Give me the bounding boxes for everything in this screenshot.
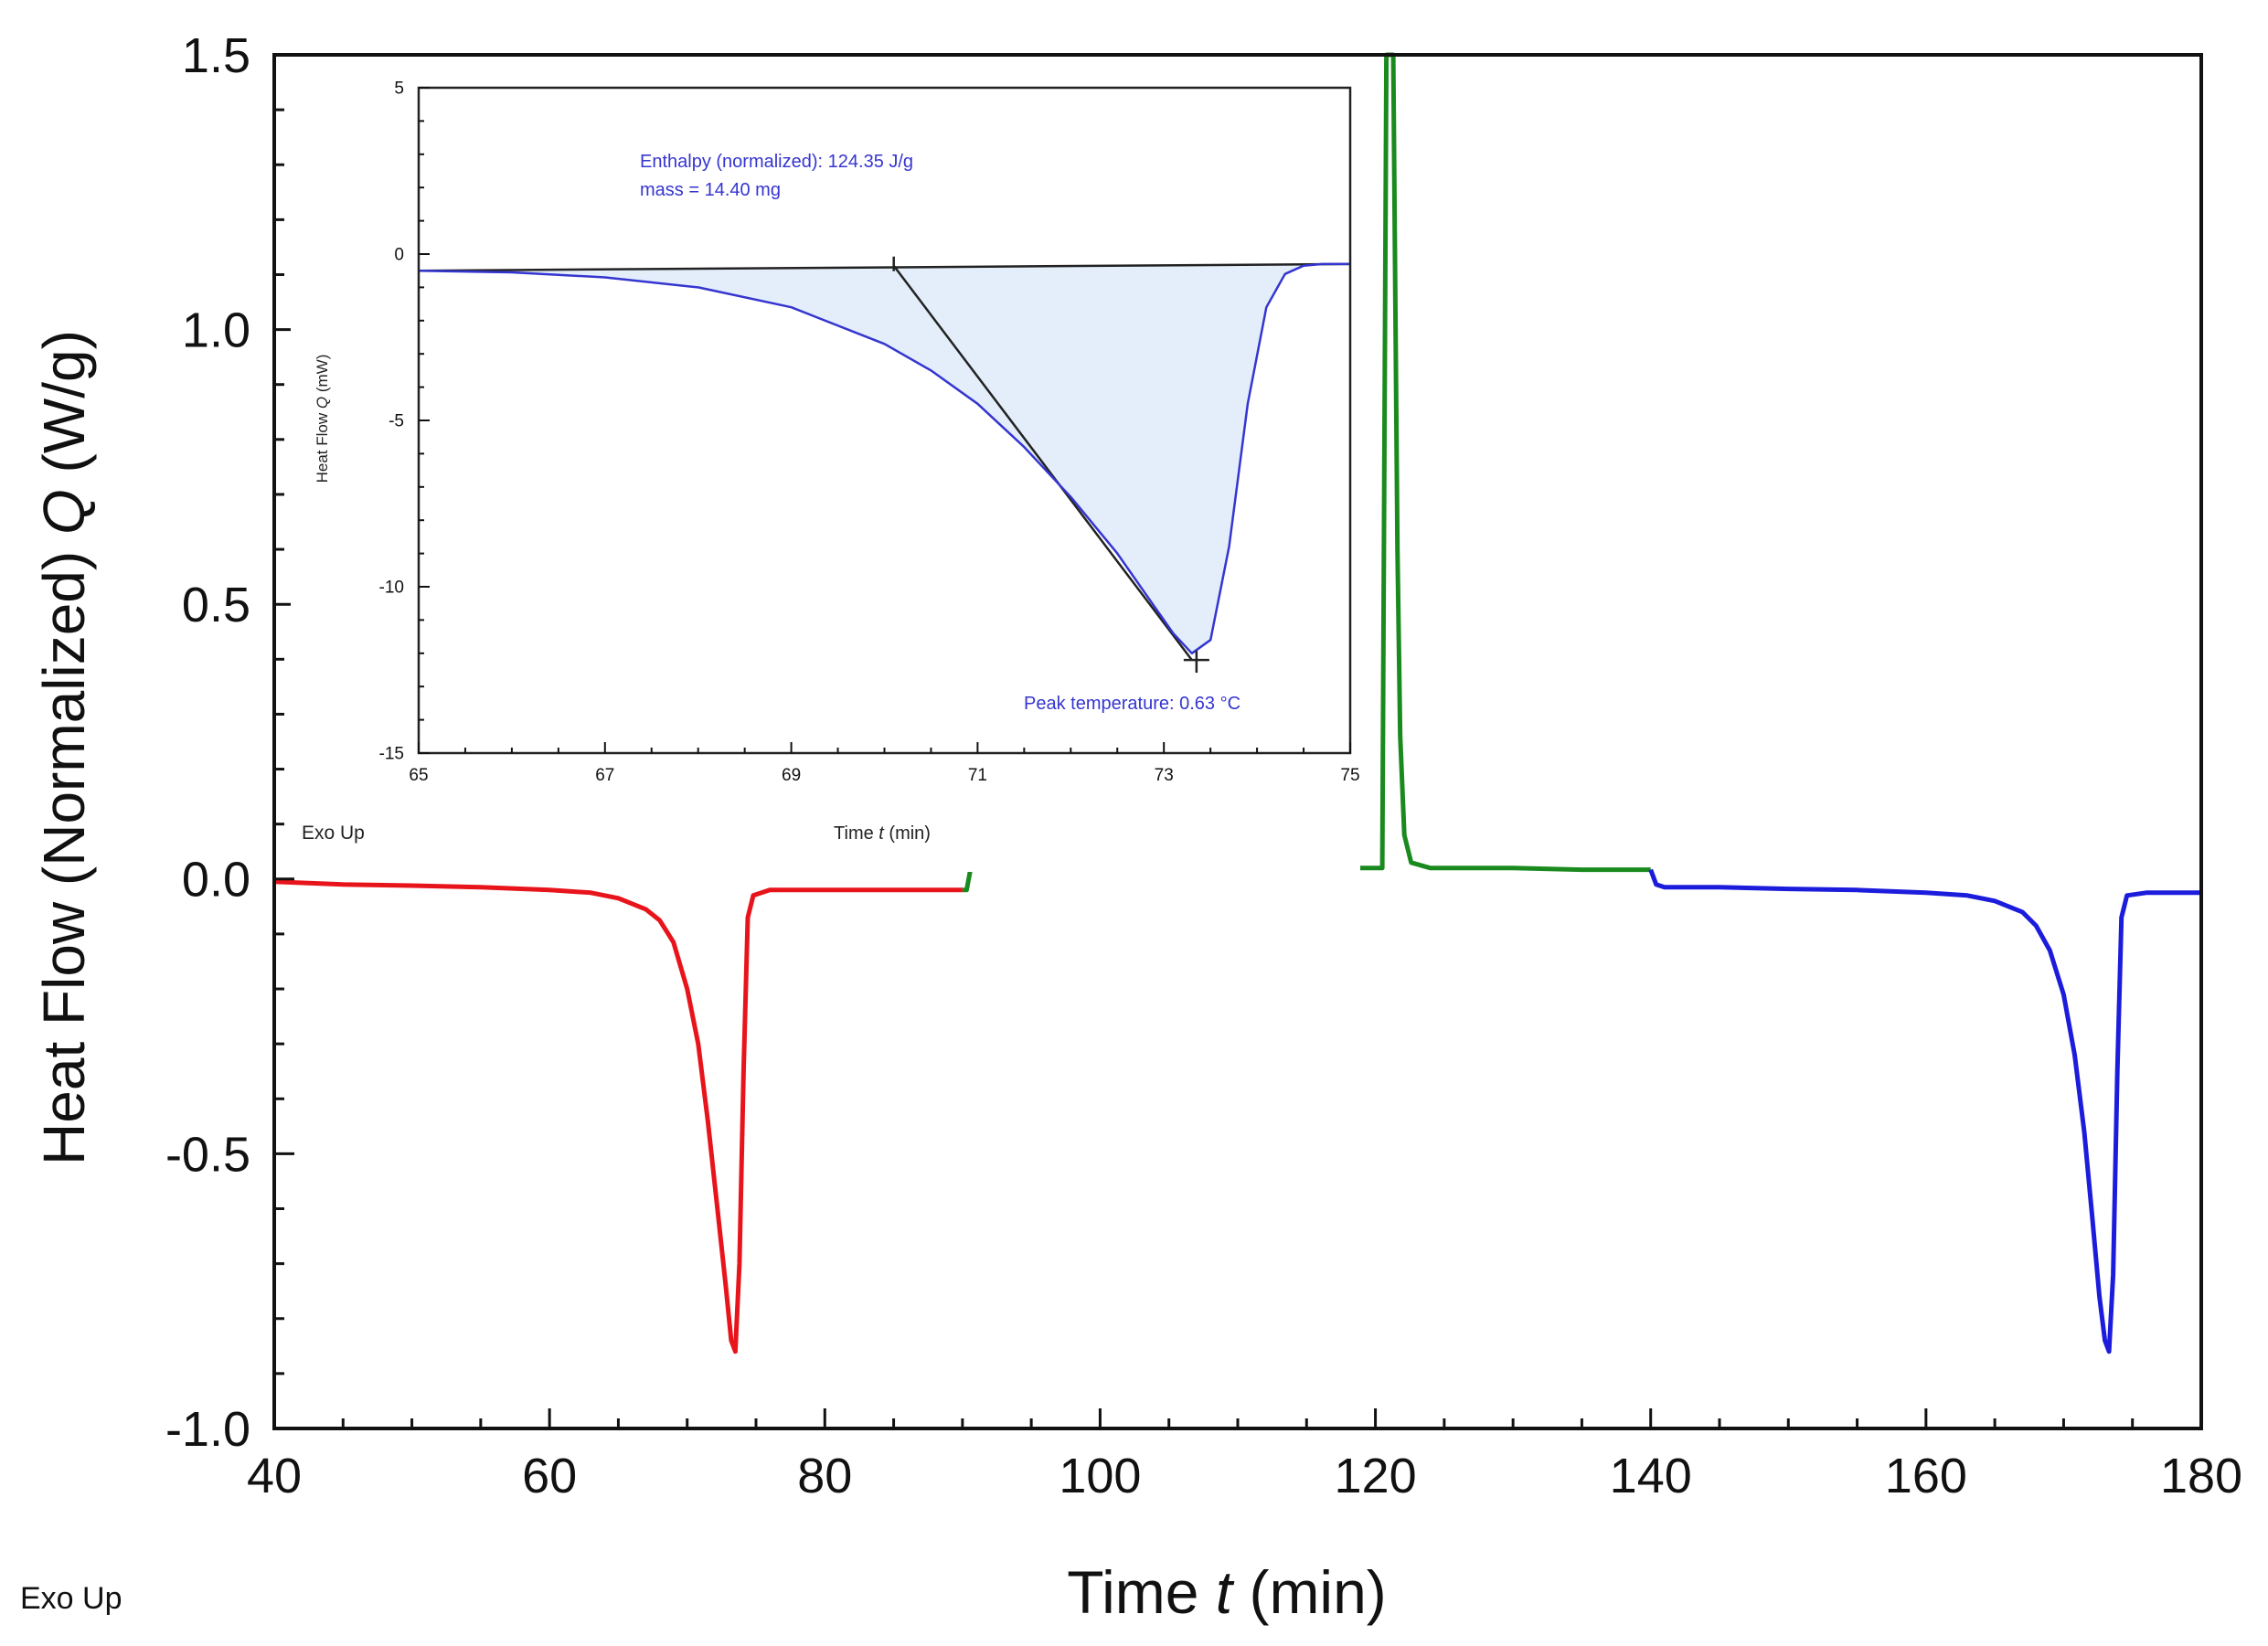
main-y-tick-label: -1.0 xyxy=(165,1402,250,1457)
main-x-axis-title: Time t (min) xyxy=(1067,1558,1387,1626)
main-y-tick-label: 1.5 xyxy=(182,28,250,83)
main-x-tick-label: 120 xyxy=(1335,1449,1417,1503)
main-x-tick-label: 180 xyxy=(2160,1449,2242,1503)
main-y-ticks: 1.5 1.0 0.5 0.0 -0.5 -1.0 xyxy=(165,28,294,1457)
inset-onset-tangent xyxy=(892,264,1193,661)
main-plot: 40 60 80 100 120 140 160 180 1.5 1.0 0.5 0.0 -0.5 -1… xyxy=(20,28,2242,1626)
inset-y-tick-label: 5 xyxy=(394,80,404,99)
inset-peak-marker xyxy=(892,256,1209,674)
inset-y-ticks: 5 0 -5 -10 -15 xyxy=(379,80,430,764)
main-x-tick-label: 80 xyxy=(797,1449,852,1503)
inset-x-tick-label: 71 xyxy=(968,766,987,785)
main-x-tick-label: 40 xyxy=(247,1449,302,1503)
inset-x-axis-title: Time t (min) xyxy=(834,823,931,844)
main-x-tick-label: 100 xyxy=(1059,1449,1141,1503)
inset-baseline xyxy=(418,262,1351,272)
inset-y-tick-label: -15 xyxy=(379,745,404,764)
inset-y-tick-label: -10 xyxy=(379,579,404,598)
main-y-tick-label: 0.5 xyxy=(182,578,250,632)
main-series-line-heating xyxy=(1648,868,2201,1354)
inset-x-tick-label: 69 xyxy=(782,766,801,785)
main-x-ticks: 40 60 80 100 120 140 160 180 xyxy=(247,1408,2242,1503)
main-x-tick-label: 160 xyxy=(1885,1449,1967,1503)
inset-series-line-heat-flow xyxy=(418,262,1350,655)
inset-x-tick-label: 67 xyxy=(595,766,614,785)
inset-x-tick-label: 65 xyxy=(409,766,428,785)
main-y-tick-label: 1.0 xyxy=(182,303,250,358)
main-y-axis-title: Heat Flow (Normalized) Q (W/g) xyxy=(31,330,97,1165)
inset-y-axis-title: Heat Flow Q (mW) xyxy=(314,355,331,483)
inset-y-tick-label: 0 xyxy=(394,246,404,265)
main-x-tick-label: 140 xyxy=(1610,1449,1692,1503)
main-exo-up-label: Exo Up xyxy=(20,1581,122,1616)
inset-enthalpy-annotation: Enthalpy (normalized): 124.35 J/g xyxy=(640,152,913,172)
main-series-line-cooling xyxy=(273,879,963,1354)
inset-peak-annotation: Peak temperature: 0.63 °C xyxy=(1024,694,1240,714)
inset-exo-up-label: Exo Up xyxy=(302,823,365,844)
inset-series-group xyxy=(418,262,1350,655)
inset-plot: 65 67 69 71 73 75 5 0 -5 -10 -15 Enthalpy (normal… xyxy=(291,80,1360,872)
inset-y-tick-label: -5 xyxy=(389,412,404,431)
inset-x-tick-label: 75 xyxy=(1340,766,1359,785)
inset-x-tick-label: 73 xyxy=(1155,766,1174,785)
main-x-tick-label: 60 xyxy=(522,1449,577,1503)
main-y-tick-label: -0.5 xyxy=(165,1127,250,1182)
inset-mass-annotation: mass = 14.40 mg xyxy=(640,180,781,200)
inset-x-ticks: 65 67 69 71 73 75 xyxy=(409,742,1360,785)
main-y-tick-label: 0.0 xyxy=(182,853,250,908)
inset-enthalpy-area xyxy=(419,263,1350,653)
